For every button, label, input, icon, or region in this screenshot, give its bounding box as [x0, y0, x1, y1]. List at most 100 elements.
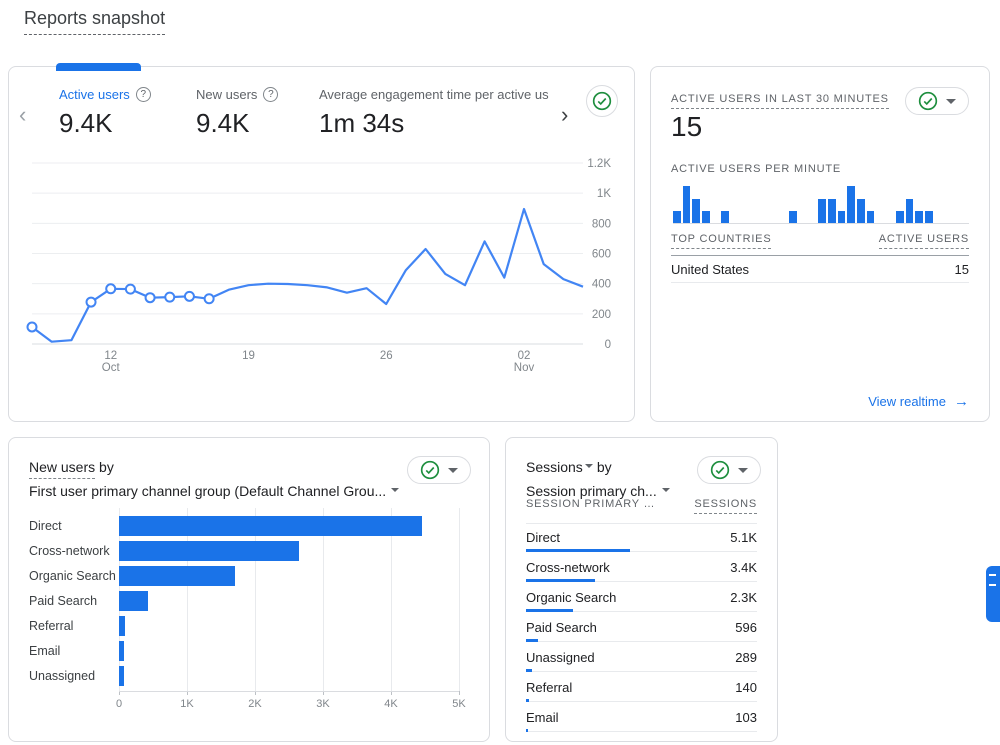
table-row: Paid Search 596	[526, 612, 757, 641]
dimension-selector[interactable]: First user primary channel group (Defaul…	[29, 483, 387, 499]
svg-text:12: 12	[104, 350, 117, 362]
metric-new-users: New users ? 9.4K	[196, 87, 279, 139]
realtime-title: ACTIVE USERS IN LAST 30 MINUTES	[671, 93, 889, 109]
x-axis-tick-label: 4K	[384, 698, 398, 710]
chevron-down-icon[interactable]	[391, 488, 400, 492]
side-panel-tab[interactable]	[986, 566, 1000, 622]
svg-text:02: 02	[518, 350, 531, 362]
metric-tab-active-users[interactable]: Active users	[59, 87, 130, 102]
category-label: Direct	[29, 519, 62, 533]
country-users: 15	[954, 261, 969, 277]
table-row: Direct 5.1K	[526, 522, 757, 551]
channel-name: Direct	[526, 530, 560, 545]
x-axis-tick-label: 1K	[180, 698, 194, 710]
minute-bar	[895, 211, 904, 223]
chevron-down-icon	[738, 467, 748, 473]
top-countries-header: TOP COUNTRIES	[671, 233, 772, 249]
sessions-insight-pill[interactable]	[697, 456, 761, 484]
help-icon[interactable]: ?	[135, 87, 151, 102]
minute-bar	[682, 186, 691, 223]
channel-name: Email	[526, 710, 559, 725]
sessions-value: 5.1K	[730, 530, 757, 545]
channel-bar	[119, 541, 300, 561]
row-progress-bar	[526, 549, 630, 552]
sessions-value: 3.4K	[730, 560, 757, 575]
svg-text:1K: 1K	[597, 188, 611, 200]
row-progress-bar	[526, 729, 529, 732]
sessions-value: 289	[735, 650, 757, 665]
new-users-card-title: New users by First user primary channel …	[29, 458, 401, 500]
sessions-value: 2.3K	[730, 590, 757, 605]
metric-value: 1m 34s	[319, 108, 405, 138]
insight-status-button[interactable]	[586, 85, 618, 117]
chevron-down-icon[interactable]	[661, 488, 670, 492]
category-label: Unassigned	[29, 669, 96, 683]
minute-bar	[857, 199, 865, 223]
row-progress-bar	[526, 639, 539, 642]
row-progress-bar	[526, 669, 532, 672]
row-progress-bar	[526, 699, 529, 702]
table-row: Email 103	[526, 702, 757, 731]
new-users-insight-pill[interactable]	[407, 456, 471, 484]
dimension-selector[interactable]: Session primary ch...	[526, 483, 657, 499]
sessions-table: Direct 5.1K Cross-network 3.4K Organic Searc…	[526, 522, 757, 732]
sessions-value: 140	[735, 680, 757, 695]
per-minute-label: ACTIVE USERS PER MINUTE	[671, 163, 841, 175]
category-label: Referral	[29, 619, 74, 633]
channel-name: Paid Search	[526, 620, 597, 635]
svg-text:600: 600	[592, 249, 611, 261]
category-label: Organic Search	[29, 569, 116, 583]
minute-bar	[702, 211, 710, 223]
minute-bar	[673, 211, 681, 223]
svg-text:400: 400	[592, 279, 611, 291]
x-axis-tick-label: 0	[115, 698, 123, 710]
help-icon[interactable]: ?	[263, 87, 279, 102]
channel-bar	[119, 516, 422, 536]
view-realtime-link[interactable]: View realtime →	[868, 393, 969, 410]
minute-bar	[924, 211, 933, 223]
chevron-down-icon[interactable]	[584, 464, 593, 468]
arrow-right-icon: →	[954, 393, 969, 410]
metric-avg-engagement-time: Average engagement time per active us 1m…	[319, 87, 554, 139]
minute-bar	[905, 199, 914, 223]
channel-name: Referral	[526, 680, 573, 695]
sessions-card-title: Sessions by Session primary ch...	[526, 458, 672, 500]
minute-bar	[866, 211, 875, 223]
metrics-next-icon[interactable]: ›	[561, 102, 569, 127]
channel-bar	[119, 641, 124, 661]
chevron-down-icon	[448, 467, 458, 473]
metric-selector[interactable]: Sessions	[526, 459, 583, 475]
check-circle-icon	[420, 460, 440, 480]
new-users-card: New users by First user primary channel …	[8, 437, 490, 742]
channel-name: Unassigned	[526, 650, 595, 665]
metric-tab-avg-engagement[interactable]: Average engagement time per active us	[319, 87, 549, 102]
svg-text:200: 200	[592, 309, 611, 321]
category-label: Paid Search	[29, 594, 98, 608]
realtime-insight-pill[interactable]	[905, 87, 969, 115]
realtime-card: ACTIVE USERS IN LAST 30 MINUTES 15 ACTIV…	[650, 66, 990, 422]
channel-bar	[119, 666, 125, 686]
metric-value: 9.4K	[59, 108, 113, 138]
sessions-card: Sessions by Session primary ch... SESSIO…	[505, 437, 778, 742]
sessions-metric-column-header[interactable]: SESSIONS	[694, 498, 757, 514]
x-axis-tick-label: 5K	[452, 698, 466, 710]
metrics-prev-icon[interactable]: ‹	[19, 102, 27, 127]
category-label: Cross-network	[29, 544, 110, 558]
metric-tab-new-users[interactable]: New users	[196, 87, 258, 102]
minute-bar	[692, 199, 701, 223]
svg-text:26: 26	[380, 350, 393, 362]
channel-name: Cross-network	[526, 560, 610, 575]
realtime-active-users-value: 15	[671, 111, 703, 142]
metric-selector[interactable]: New users	[29, 459, 96, 479]
country-name: United States	[671, 261, 750, 277]
svg-text:0: 0	[605, 339, 611, 351]
row-progress-bar	[526, 579, 596, 582]
table-row: Unassigned 289	[526, 642, 757, 671]
metric-active-users: Active users ? 9.4K	[59, 87, 151, 139]
channel-bar	[119, 591, 149, 611]
table-row: Organic Search 2.3K	[526, 582, 757, 611]
minute-bar	[915, 211, 923, 223]
sessions-dimension-column-header[interactable]: SESSION PRIMARY …	[526, 498, 656, 510]
